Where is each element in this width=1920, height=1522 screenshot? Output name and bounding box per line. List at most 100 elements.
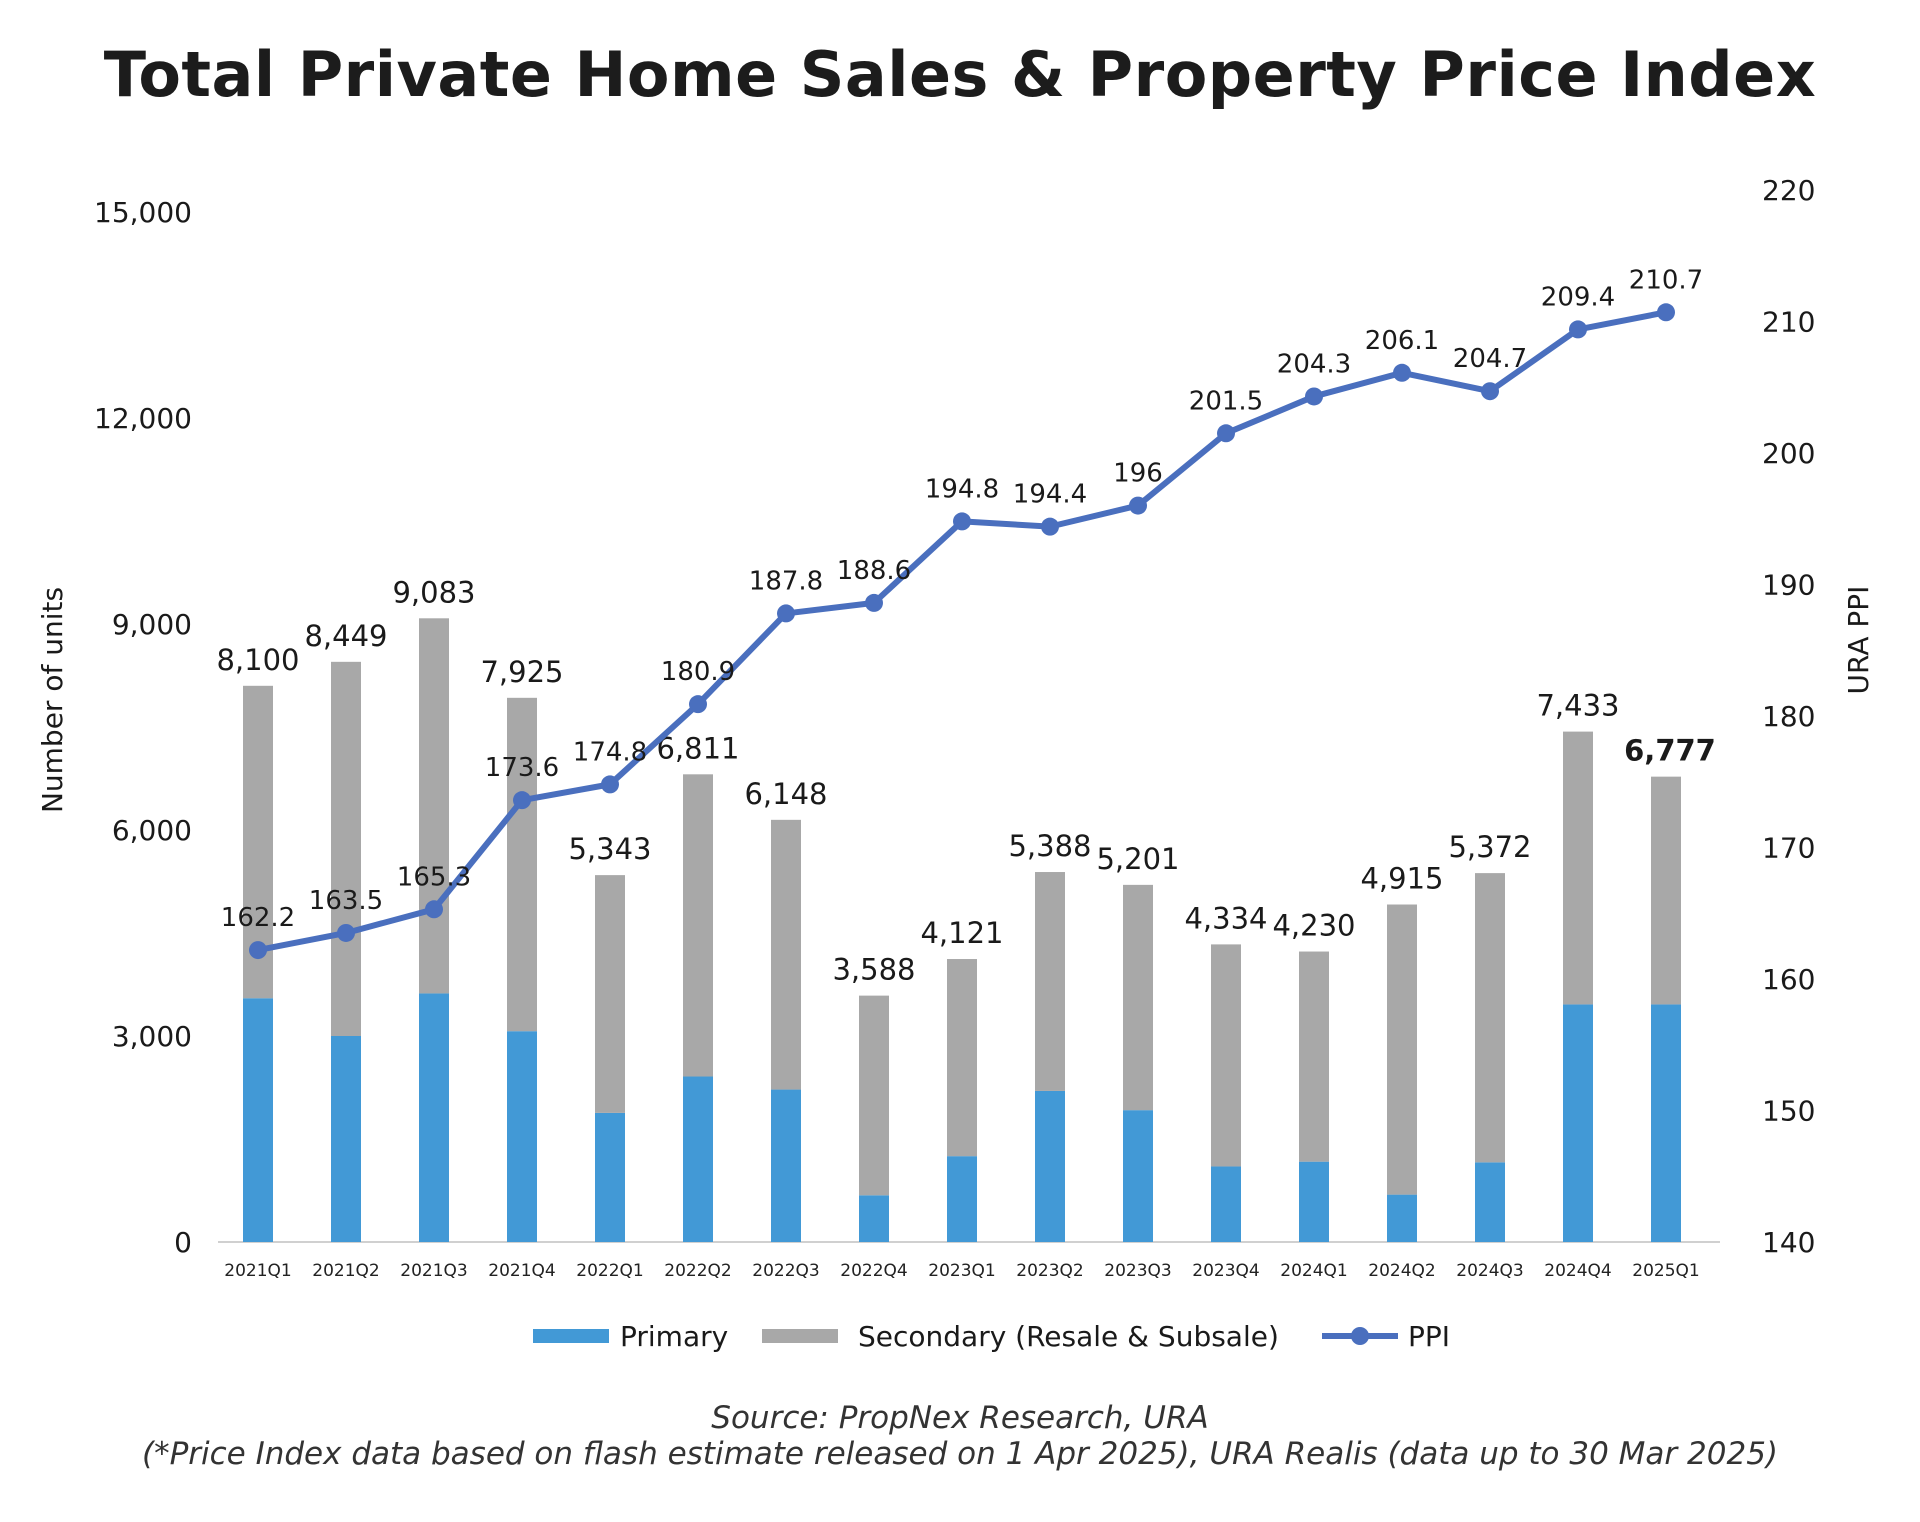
ppi-point (1569, 320, 1587, 339)
legend-swatch-primary (533, 1329, 609, 1343)
category-label: 2025Q1 (1632, 1261, 1699, 1281)
bar-primary (1211, 1166, 1241, 1242)
bar-secondary (1563, 731, 1593, 1005)
total-label: 5,388 (1008, 829, 1091, 863)
ppi-line: 162.2 163.5 165.3 173.6 174.8 180.9 187.8 188.6… (221, 265, 1703, 960)
ppi-point (337, 923, 355, 942)
legend-marker-ppi (1351, 1327, 1369, 1345)
ppi-label: 174.8 (573, 737, 647, 767)
ppi-point (1305, 387, 1323, 406)
bar-secondary (419, 618, 449, 994)
bar-secondary (1035, 872, 1065, 1091)
category-label: 2022Q4 (840, 1261, 907, 1281)
right-axis: 140 150 160 170 180 190 200 210 220 URA PPI (1762, 174, 1875, 1259)
right-tick-label: 180 (1762, 700, 1815, 733)
total-label: 5,201 (1096, 842, 1179, 876)
bars (243, 618, 1681, 1242)
bar-secondary (947, 959, 977, 1157)
legend: Primary Secondary (Resale & Subsale) PPI (533, 1320, 1450, 1353)
total-label: 5,343 (568, 832, 651, 866)
source-note: Source: PropNex Research, URA (711, 1400, 1209, 1436)
ppi-point (953, 512, 971, 531)
bar-secondary (771, 819, 801, 1090)
bar-secondary (1387, 904, 1417, 1195)
total-label: 5,372 (1448, 830, 1531, 864)
total-label: 6,811 (656, 731, 739, 765)
total-label: 4,334 (1184, 901, 1267, 935)
category-label: 2022Q2 (664, 1261, 731, 1281)
left-tick-label: 9,000 (112, 608, 192, 641)
total-label: 4,230 (1272, 909, 1355, 943)
total-label: 4,121 (920, 916, 1003, 950)
ppi-label: 204.7 (1453, 344, 1527, 374)
ppi-point (1041, 517, 1059, 536)
category-label: 2023Q2 (1016, 1261, 1083, 1281)
right-axis-title: URA PPI (1842, 586, 1875, 695)
total-label: 4,915 (1360, 862, 1443, 896)
total-label: 8,449 (304, 619, 387, 653)
ppi-label: 163.5 (309, 886, 383, 916)
bar-secondary (331, 661, 361, 1036)
ppi-point (249, 941, 267, 960)
source-footnote: (*Price Index data based on flash estima… (141, 1436, 1779, 1472)
bar-primary (1563, 1004, 1593, 1242)
category-label: 2021Q1 (224, 1261, 291, 1281)
bar-primary (1475, 1162, 1505, 1242)
right-tick-label: 140 (1762, 1226, 1815, 1259)
ppi-point (1657, 303, 1675, 322)
ppi-point (689, 695, 707, 714)
ppi-point (777, 604, 795, 623)
ppi-label: 210.7 (1629, 265, 1703, 295)
ppi-point (865, 593, 883, 612)
bar-primary (507, 1031, 537, 1242)
ppi-label: 188.6 (837, 556, 911, 586)
total-label: 6,148 (744, 777, 827, 811)
legend-swatch-secondary (762, 1329, 838, 1343)
total-label: 6,777 (1624, 734, 1716, 768)
ppi-point (1217, 424, 1235, 443)
legend-label-ppi: PPI (1408, 1320, 1450, 1353)
bar-secondary (595, 875, 625, 1113)
total-label: 7,925 (480, 655, 563, 689)
category-label: 2023Q4 (1192, 1261, 1259, 1281)
ppi-label: 201.5 (1189, 386, 1263, 416)
legend-label-secondary: Secondary (Resale & Subsale) (858, 1320, 1279, 1353)
bar-primary (947, 1156, 977, 1242)
category-label: 2024Q3 (1456, 1261, 1523, 1281)
ppi-label: 194.4 (1013, 480, 1087, 510)
category-label: 2024Q2 (1368, 1261, 1435, 1281)
left-tick-label: 12,000 (94, 402, 192, 435)
category-label: 2021Q4 (488, 1261, 555, 1281)
total-label: 3,588 (832, 953, 915, 987)
right-tick-label: 150 (1762, 1095, 1815, 1128)
ppi-point (425, 900, 443, 919)
bar-primary (419, 993, 449, 1242)
right-tick-label: 170 (1762, 832, 1815, 865)
ppi-point (1393, 363, 1411, 382)
total-label: 8,100 (216, 643, 299, 677)
bar-secondary (1123, 884, 1153, 1111)
ppi-point (601, 775, 619, 794)
bar-secondary (859, 995, 889, 1196)
bar-secondary (1651, 776, 1681, 1005)
category-label: 2022Q3 (752, 1261, 819, 1281)
total-label: 7,433 (1536, 689, 1619, 723)
bar-primary (331, 1036, 361, 1242)
category-label: 2024Q4 (1544, 1261, 1611, 1281)
category-label: 2021Q3 (400, 1261, 467, 1281)
legend-label-primary: Primary (620, 1320, 728, 1353)
left-tick-label: 15,000 (94, 196, 192, 229)
bar-secondary (683, 774, 713, 1077)
ppi-point (1129, 496, 1147, 515)
left-tick-label: 0 (174, 1226, 192, 1259)
bar-primary (1035, 1090, 1065, 1242)
left-tick-label: 6,000 (112, 814, 192, 847)
bar-primary (1123, 1110, 1153, 1242)
bar-primary (595, 1112, 625, 1242)
ppi-label: 165.3 (397, 862, 471, 892)
ppi-label: 173.6 (485, 753, 559, 783)
ppi-label: 180.9 (661, 657, 735, 687)
left-axis-title: Number of units (36, 587, 69, 813)
